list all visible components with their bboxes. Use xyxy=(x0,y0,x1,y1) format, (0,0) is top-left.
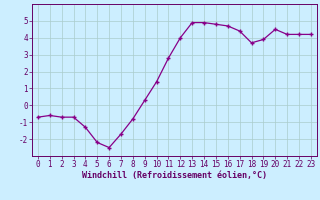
X-axis label: Windchill (Refroidissement éolien,°C): Windchill (Refroidissement éolien,°C) xyxy=(82,171,267,180)
